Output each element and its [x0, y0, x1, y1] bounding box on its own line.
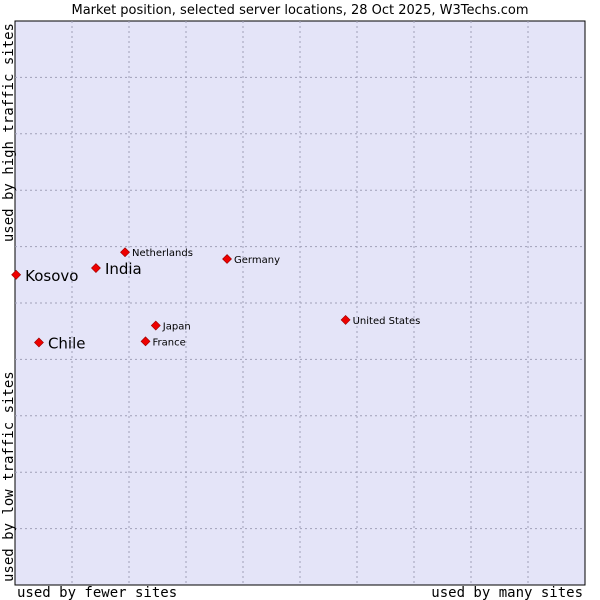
point-marker-chile[interactable] [34, 337, 44, 348]
data-point-france[interactable]: France [140, 336, 186, 349]
point-marker-netherlands[interactable] [120, 247, 130, 258]
grid [15, 21, 585, 585]
point-label-india: India [105, 260, 142, 278]
point-label-chile: Chile [48, 334, 86, 352]
data-point-united-states[interactable]: United States [340, 314, 421, 327]
x-axis-label-left: used by fewer sites [17, 585, 177, 600]
point-label-japan: Japan [162, 322, 191, 333]
data-point-india[interactable]: India [91, 260, 142, 278]
point-marker-france[interactable] [140, 336, 151, 347]
data-point-japan[interactable]: Japan [150, 320, 191, 333]
point-marker-india[interactable] [91, 263, 101, 273]
point-label-france: France [153, 337, 186, 348]
x-axis-label-right: used by many sites [431, 585, 583, 600]
point-label-germany: Germany [234, 255, 280, 266]
point-marker-germany[interactable] [222, 254, 232, 264]
point-label-netherlands: Netherlands [132, 248, 193, 259]
data-point-chile[interactable]: Chile [34, 334, 85, 352]
data-point-kosovo[interactable]: Kosovo [11, 267, 79, 285]
point-label-kosovo: Kosovo [25, 267, 78, 285]
data-points: Kosovo India Chile Netherlands Germany United… [11, 247, 421, 352]
y-axis-label-top: used by high traffic sites [1, 23, 17, 242]
point-label-united-states: United States [353, 316, 421, 327]
point-marker-united-states[interactable] [340, 314, 351, 325]
point-marker-kosovo[interactable] [11, 269, 22, 280]
data-point-netherlands[interactable]: Netherlands [120, 247, 193, 259]
data-point-germany[interactable]: Germany [222, 254, 281, 267]
y-axis-label-bottom: used by low traffic sites [1, 371, 17, 582]
chart-title: Market position, selected server locatio… [71, 3, 528, 18]
point-marker-japan[interactable] [150, 320, 161, 331]
